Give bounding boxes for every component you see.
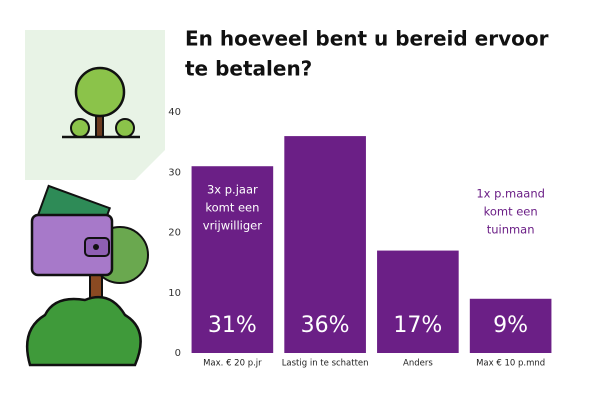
annotation: 1x p.maand <box>476 187 545 201</box>
annotation: 3x p.jaar <box>207 183 258 197</box>
chart-title: En hoeveel bent u bereid ervoor <box>185 27 549 51</box>
y-tick-label: 30 <box>168 167 181 178</box>
x-tick-label: Max. € 20 p.jr <box>203 359 262 369</box>
x-tick-label: Anders <box>403 359 433 369</box>
value-label: 9% <box>493 313 528 338</box>
value-label: 31% <box>208 313 257 338</box>
y-tick-label: 0 <box>175 348 181 359</box>
value-label: 36% <box>301 313 350 338</box>
bar <box>469 298 552 353</box>
annotation: tuinman <box>487 223 535 237</box>
bar <box>284 136 366 353</box>
tree-illustration <box>25 30 165 180</box>
annotation: komt een <box>205 201 259 215</box>
y-tick-label: 20 <box>168 228 181 239</box>
chart-title: te betalen? <box>185 57 312 81</box>
annotation: vrijwilliger <box>203 219 262 233</box>
y-tick-label: 40 <box>168 107 181 118</box>
y-tick-label: 10 <box>168 288 181 299</box>
bar <box>191 166 274 353</box>
x-tick-label: Lastig in te schatten <box>282 359 369 369</box>
x-tick-label: Max € 10 p.mnd <box>476 359 545 369</box>
bar <box>377 250 459 353</box>
wallet-bush-illustration <box>25 184 149 367</box>
value-label: 17% <box>393 313 442 338</box>
annotation: komt een <box>484 205 538 219</box>
